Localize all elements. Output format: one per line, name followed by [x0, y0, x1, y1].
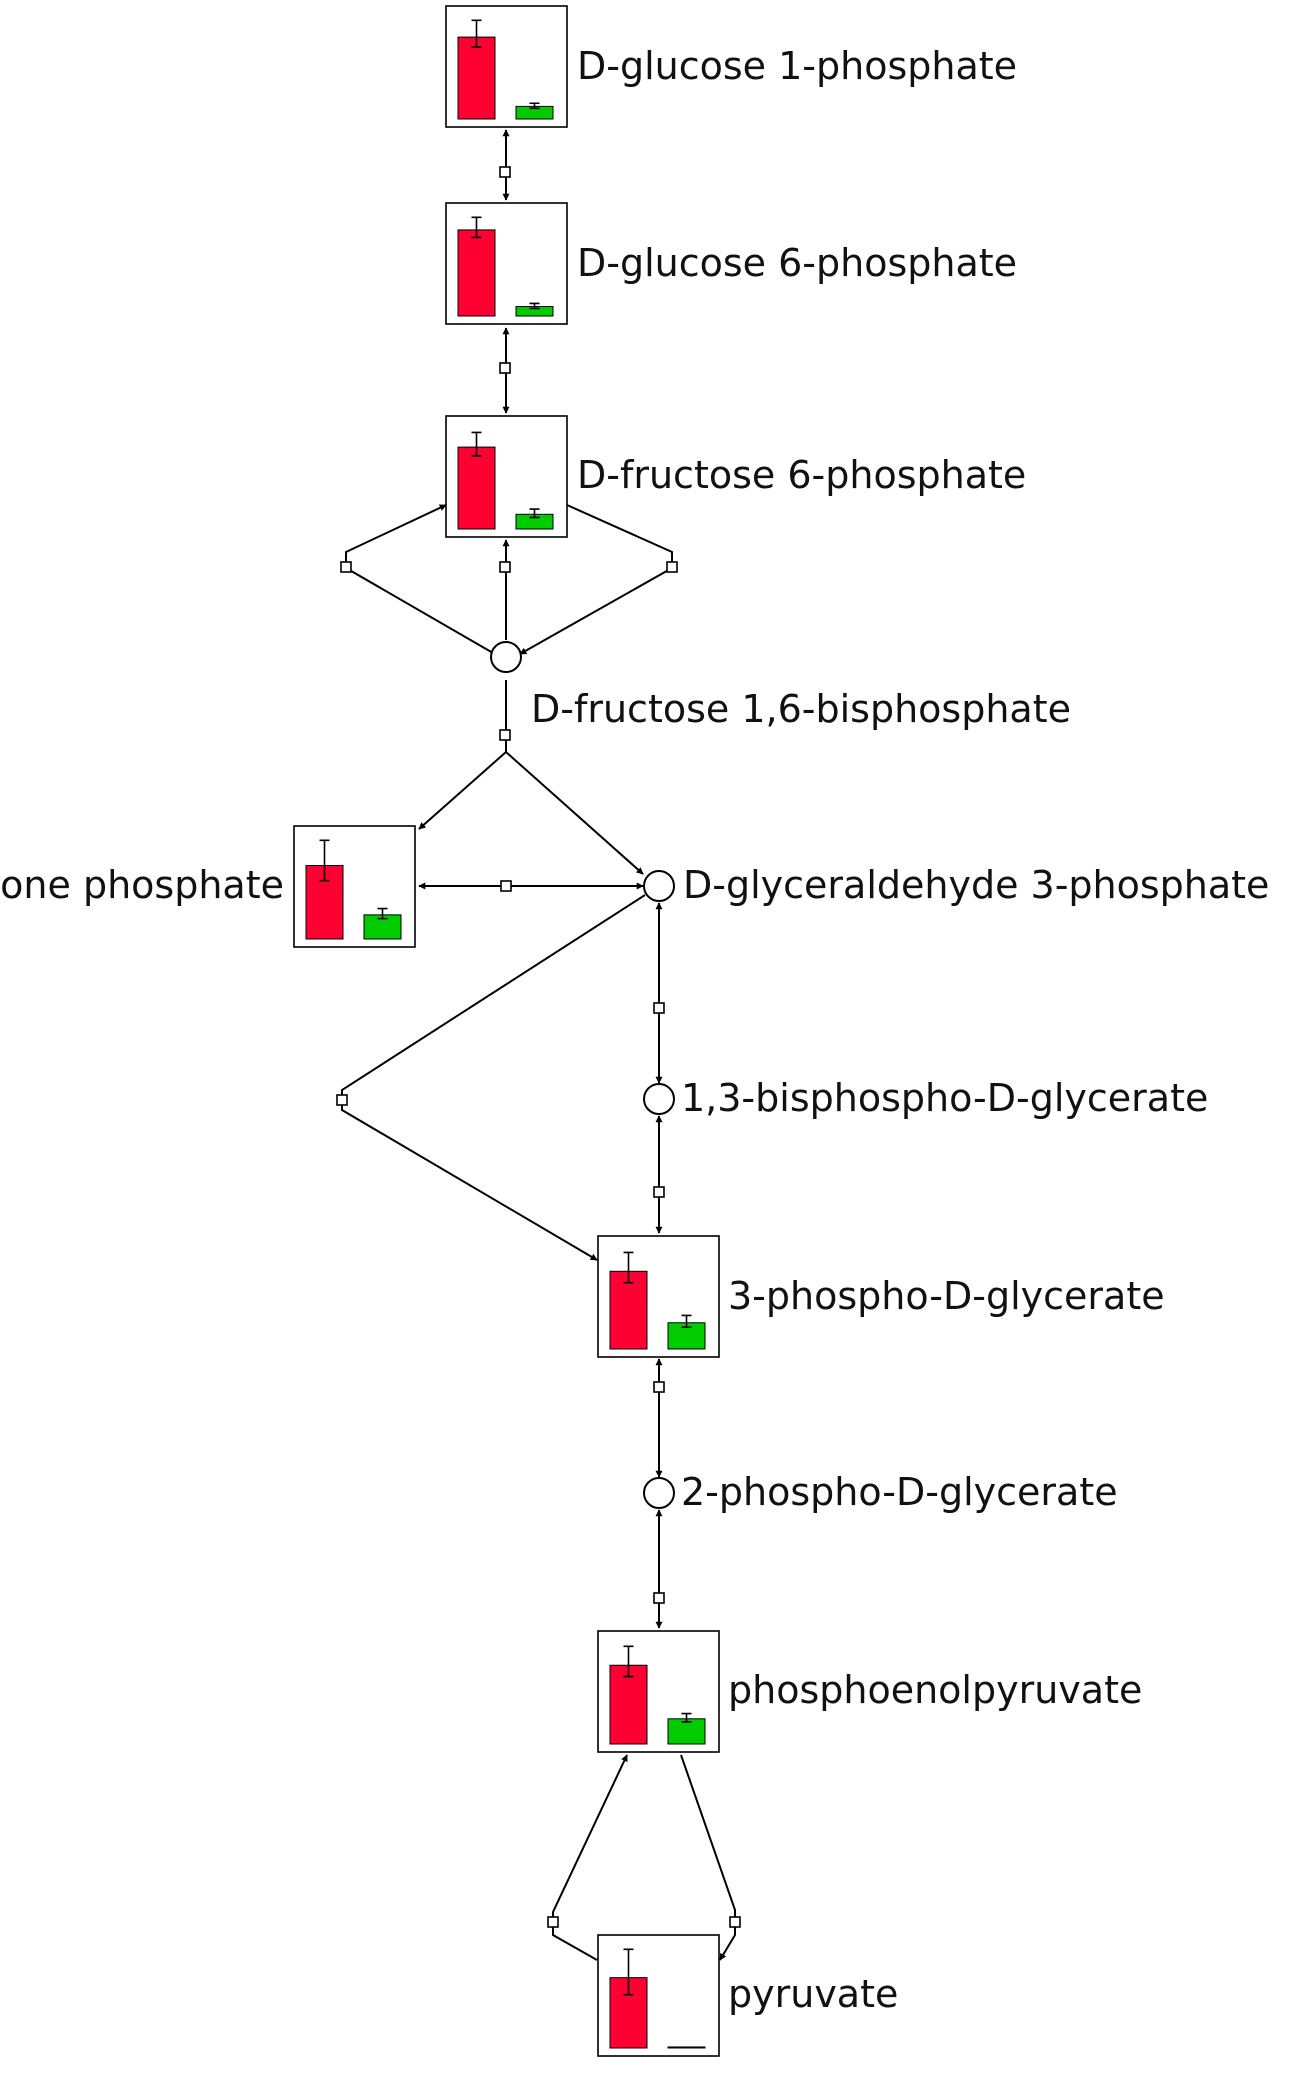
label-bpg: 1,3-bisphospho-D-glycerate: [681, 1076, 1208, 1120]
error-bar-pep-a: [623, 1645, 634, 1678]
reaction-node[interactable]: [499, 362, 511, 374]
bar-g1p-a: [457, 36, 496, 120]
metabolite-box-g6p[interactable]: [445, 202, 568, 325]
metabolite-node-fbp[interactable]: [490, 641, 522, 673]
error-bar-pg3-a: [623, 1251, 634, 1284]
reaction-node[interactable]: [653, 1381, 665, 1393]
box-nodes: [293, 5, 720, 2057]
label-f6p: D-fructose 6-phosphate: [577, 453, 1026, 497]
bar-g6p-a: [457, 229, 496, 317]
label-dhap: tone phosphate: [0, 863, 284, 907]
label-g1p: D-glucose 1-phosphate: [577, 44, 1017, 88]
error-bar-dhap-a: [319, 839, 330, 882]
reaction-node[interactable]: [653, 1592, 665, 1604]
edge-f6p-fbp-right: [519, 504, 673, 655]
reaction-node[interactable]: [499, 166, 511, 178]
reaction-nodes: [336, 166, 741, 1928]
error-bar-pep-b: [681, 1712, 692, 1723]
error-bar-g1p-a: [471, 19, 482, 48]
metabolite-box-dhap[interactable]: [293, 825, 416, 948]
metabolite-box-f6p[interactable]: [445, 415, 568, 538]
error-bar-pg3-b: [681, 1314, 692, 1328]
metabolite-node-bpg[interactable]: [643, 1083, 675, 1115]
reaction-node[interactable]: [653, 1186, 665, 1198]
label-pg3: 3-phospho-D-glycerate: [728, 1274, 1165, 1318]
metabolite-box-pg3[interactable]: [597, 1235, 720, 1358]
edge-gap-pg3-bypass: [341, 894, 646, 1261]
label-pg2: 2-phospho-D-glycerate: [681, 1470, 1118, 1514]
metabolite-box-pyr[interactable]: [597, 1934, 720, 2057]
metabolite-node-gap[interactable]: [643, 870, 675, 902]
error-bar-g1p-b: [529, 102, 540, 110]
reaction-node[interactable]: [653, 1002, 665, 1014]
reaction-node[interactable]: [340, 561, 352, 573]
error-bar-f6p-b: [529, 508, 540, 519]
label-pep: phosphoenolpyruvate: [728, 1668, 1142, 1712]
reaction-node[interactable]: [666, 561, 678, 573]
reaction-node[interactable]: [499, 561, 511, 573]
metabolite-box-pep[interactable]: [597, 1630, 720, 1753]
bar-pg3-b: [667, 1322, 706, 1350]
error-bar-pyr-a: [623, 1948, 634, 1996]
error-bar-g6p-a: [471, 216, 482, 239]
label-pyr: pyruvate: [728, 1972, 898, 2016]
bar-pep-a: [609, 1664, 648, 1745]
reaction-node[interactable]: [729, 1916, 741, 1928]
error-bar-g6p-b: [529, 302, 540, 310]
edge-pyr-pep-left: [552, 1754, 628, 1961]
error-bar-dhap-b: [377, 907, 388, 920]
bar-pyr-b: [667, 2046, 706, 2049]
bar-f6p-a: [457, 446, 496, 530]
edge-fbp-gap: [505, 751, 644, 875]
label-fbp: D-fructose 1,6-bisphosphate: [531, 687, 1071, 731]
reaction-node[interactable]: [336, 1094, 348, 1106]
bar-pg3-a: [609, 1270, 648, 1350]
edges: [341, 129, 736, 1961]
metabolite-box-g1p[interactable]: [445, 5, 568, 128]
label-gap: D-glyceraldehyde 3-phosphate: [683, 863, 1269, 907]
edge-fbp-dhap: [418, 751, 507, 830]
circle-nodes: [490, 641, 675, 1509]
edge-pep-pyr-right: [680, 1754, 736, 1961]
label-g6p: D-glucose 6-phosphate: [577, 241, 1017, 285]
reaction-node[interactable]: [499, 729, 511, 741]
reaction-node[interactable]: [547, 1916, 559, 1928]
labels: D-glucose 1-phosphate D-glucose 6-phosph…: [0, 44, 1269, 2016]
metabolite-node-pg2[interactable]: [643, 1477, 675, 1509]
reaction-node[interactable]: [500, 880, 512, 892]
error-bar-f6p-a: [471, 431, 482, 457]
edge-fbp-f6p-left: [345, 504, 494, 654]
